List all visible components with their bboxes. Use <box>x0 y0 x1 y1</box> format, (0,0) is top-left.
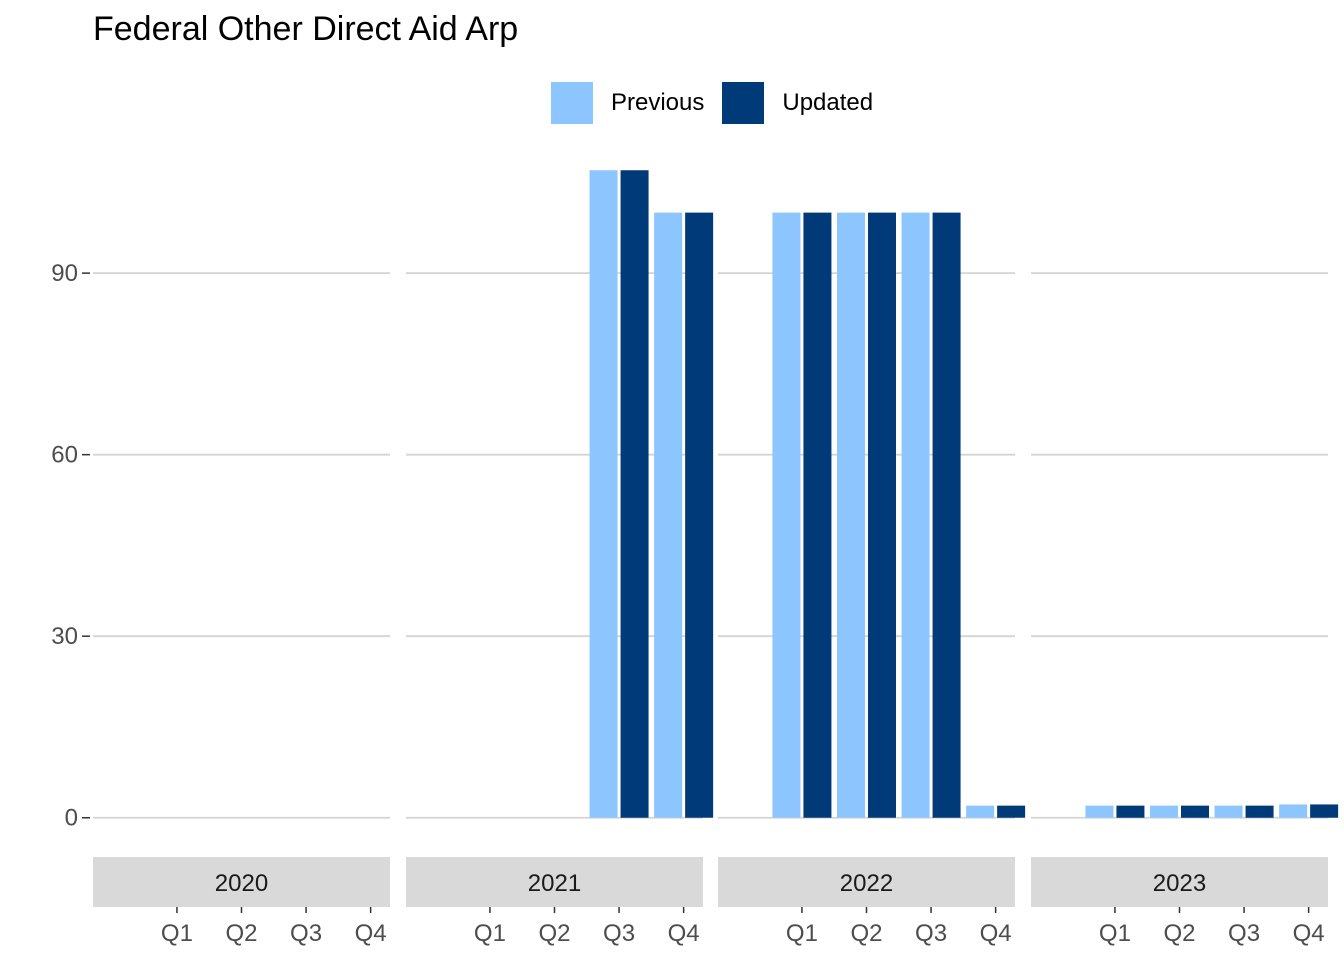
x-tick-label-2020-Q1: Q1 <box>161 920 193 947</box>
bar-2022-Q4-updated <box>997 805 1026 818</box>
x-tick-label-2021-Q4: Q4 <box>668 920 700 947</box>
bar-2022-Q3-updated <box>932 212 961 818</box>
bar-2022-Q1-previous <box>772 212 801 818</box>
legend: Previous Updated <box>551 82 891 124</box>
legend-item-updated: Updated <box>722 82 873 124</box>
legend-key-previous <box>551 82 593 124</box>
legend-item-previous: Previous <box>551 82 704 124</box>
x-tick-label-2022-Q3: Q3 <box>915 920 947 947</box>
bar-2021-Q3-previous <box>589 170 618 818</box>
bar-2023-Q4-previous <box>1279 804 1308 818</box>
facet-strip-2020 <box>93 857 390 907</box>
bar-2023-Q3-previous <box>1214 805 1243 818</box>
bar-2022-Q4-previous <box>966 805 995 818</box>
facet-label-2023: 2023 <box>1153 870 1206 897</box>
chart-title: Federal Other Direct Aid Arp <box>93 10 519 48</box>
x-tick-label-2020-Q4: Q4 <box>355 920 387 947</box>
bar-2023-Q1-updated <box>1116 805 1145 818</box>
y-tick-label-90: 90 <box>51 260 78 287</box>
facet-label-2021: 2021 <box>528 870 581 897</box>
facet-label-2020: 2020 <box>215 870 268 897</box>
facet-strip-2023 <box>1031 857 1328 907</box>
bar-2023-Q4-updated <box>1310 804 1339 818</box>
y-tick-label-30: 30 <box>51 623 78 650</box>
x-tick-label-2021-Q2: Q2 <box>538 920 570 947</box>
bar-2022-Q3-previous <box>901 212 930 818</box>
x-tick-label-2021-Q3: Q3 <box>603 920 635 947</box>
x-tick-label-2022-Q2: Q2 <box>850 920 882 947</box>
bar-2023-Q3-updated <box>1245 805 1274 818</box>
x-tick-label-2020-Q3: Q3 <box>290 920 322 947</box>
y-tick-label-0: 0 <box>65 805 78 832</box>
bar-2022-Q1-updated <box>803 212 832 818</box>
x-tick-label-2023-Q1: Q1 <box>1099 920 1131 947</box>
bar-2023-Q1-previous <box>1085 805 1114 818</box>
bar-2021-Q4-previous <box>654 212 683 818</box>
legend-label-updated: Updated <box>782 89 874 116</box>
x-tick-label-2022-Q4: Q4 <box>980 920 1012 947</box>
y-tick-label-60: 60 <box>51 442 78 469</box>
bar-2021-Q3-updated <box>620 170 649 818</box>
bar-2022-Q2-previous <box>837 212 865 818</box>
facet-strip-2022 <box>718 857 1015 907</box>
x-tick-label-2020-Q2: Q2 <box>225 920 257 947</box>
bar-2023-Q2-previous <box>1150 805 1178 818</box>
x-tick-label-2023-Q3: Q3 <box>1228 920 1260 947</box>
legend-key-updated <box>722 82 765 124</box>
bar-2021-Q4-updated <box>685 212 714 818</box>
facet-strip-2021 <box>406 857 703 907</box>
x-tick-label-2022-Q1: Q1 <box>786 920 818 947</box>
x-tick-label-2021-Q1: Q1 <box>474 920 506 947</box>
legend-label-previous: Previous <box>611 89 705 116</box>
facet-label-2022: 2022 <box>840 870 893 897</box>
x-tick-label-2023-Q4: Q4 <box>1293 920 1325 947</box>
bar-2023-Q2-updated <box>1181 805 1209 818</box>
x-tick-label-2023-Q2: Q2 <box>1163 920 1195 947</box>
bar-2022-Q2-updated <box>868 212 896 818</box>
